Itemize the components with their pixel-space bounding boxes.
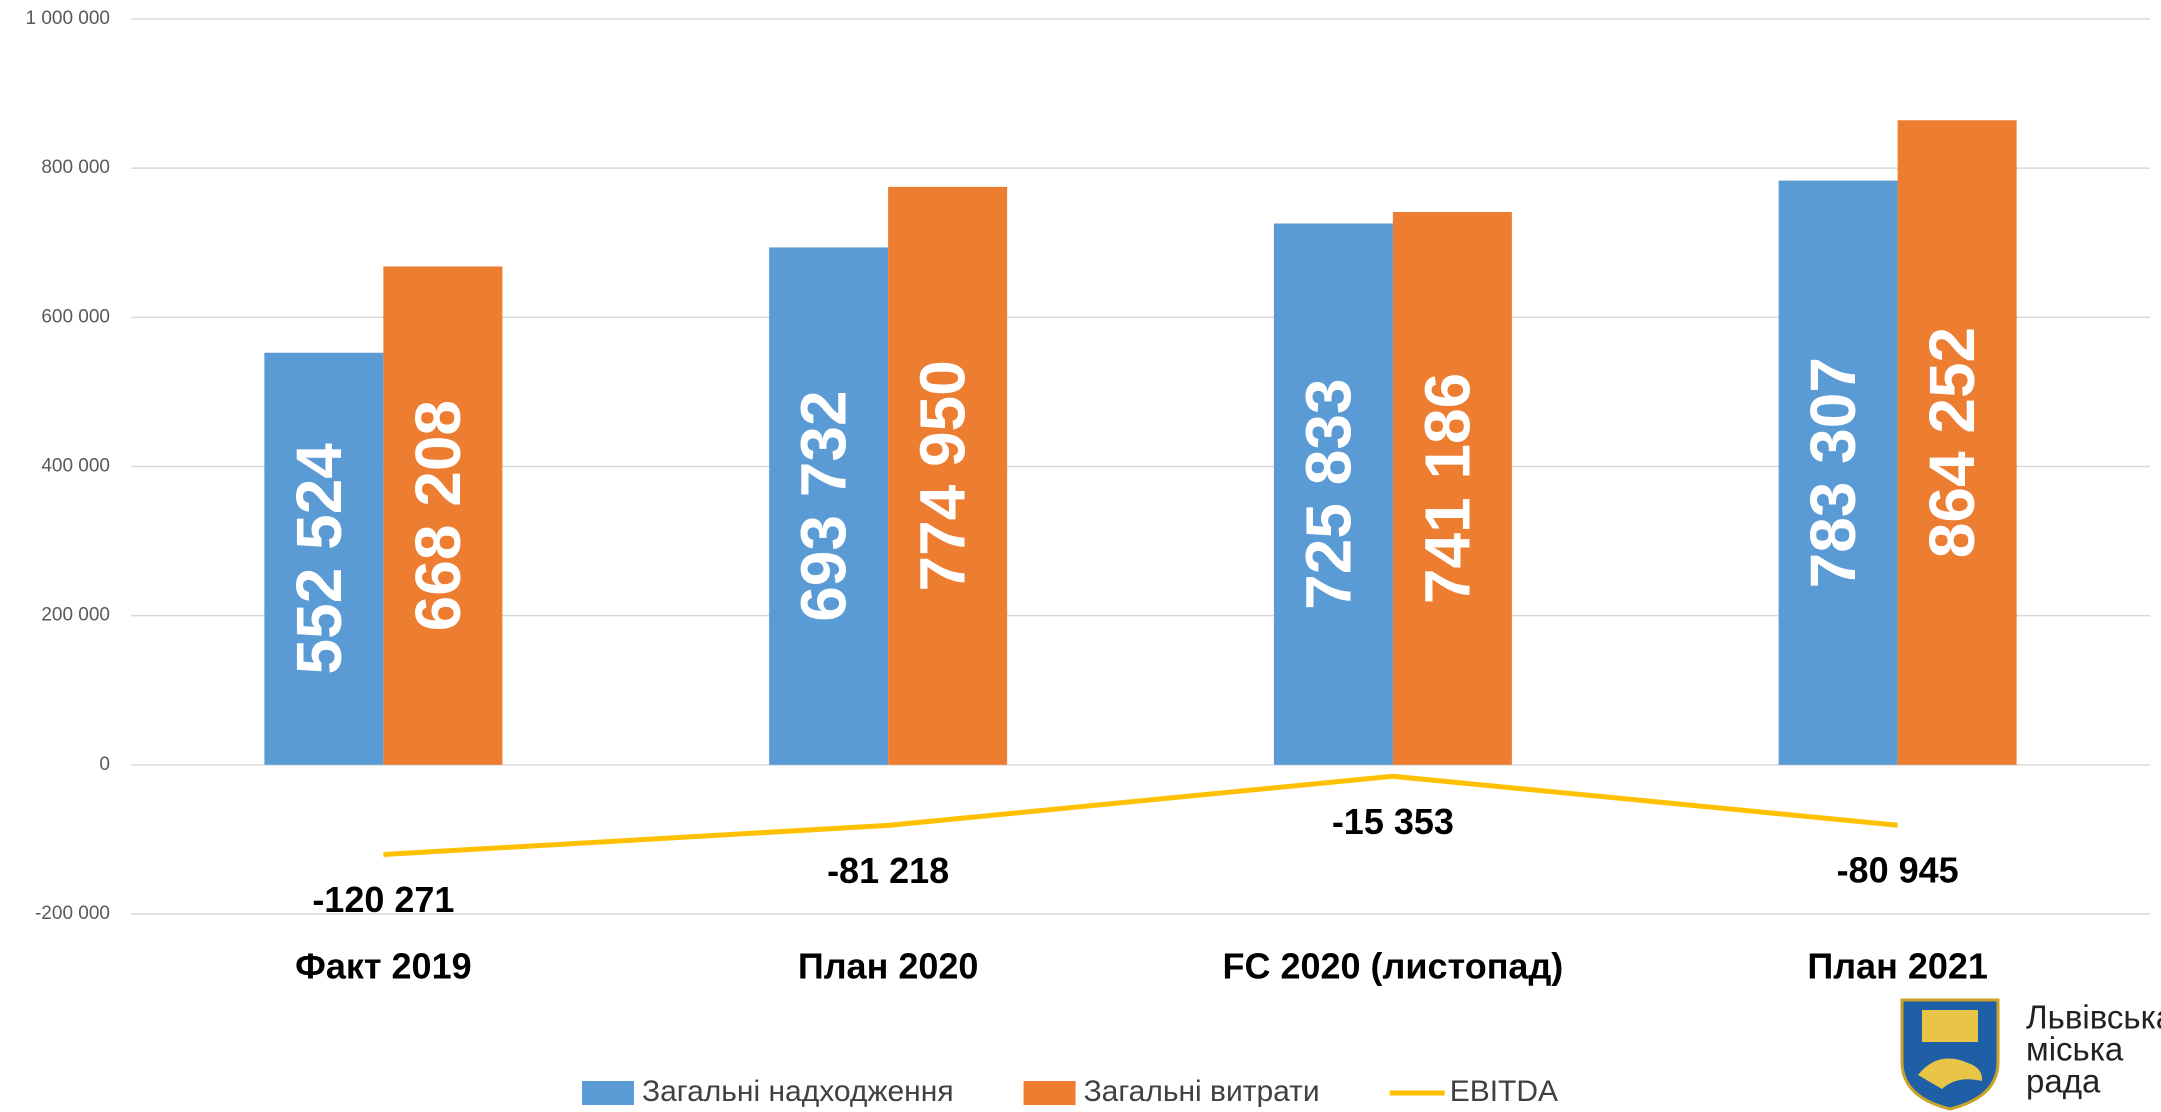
y-tick-label: -200 000	[35, 903, 110, 924]
bar	[264, 352, 384, 765]
legend-label: Загальні надходження	[642, 1075, 954, 1108]
y-tick-label: 0	[99, 754, 110, 775]
bar	[769, 247, 889, 765]
bar-value-label: 668 208	[402, 400, 474, 631]
x-tick-label: Факт 2019	[295, 946, 471, 987]
bar-value-label: 693 732	[788, 390, 860, 621]
bar-value-label: 725 833	[1292, 378, 1364, 609]
logo-text: міська	[2026, 1031, 2124, 1068]
y-tick-label: 800 000	[41, 157, 110, 178]
y-tick-label: 600 000	[41, 306, 110, 327]
bar	[1897, 120, 2017, 765]
y-tick-label: 1 000 000	[25, 8, 110, 29]
bar	[1778, 180, 1898, 765]
line-value-label: -15 353	[1332, 801, 1454, 842]
x-tick-label: План 2020	[798, 946, 979, 987]
bar	[888, 186, 1008, 765]
legend-label: Загальні витрати	[1084, 1075, 1320, 1108]
bar-value-label: 552 524	[283, 443, 355, 675]
logo-text: Львівська	[2026, 999, 2161, 1036]
legend: Загальні надходження Загальні витрати EBIT…	[582, 1075, 1558, 1108]
y-tick-label: 200 000	[41, 605, 110, 626]
bar-value-label: 783 307	[1797, 357, 1869, 588]
legend-label: EBITDA	[1450, 1075, 1558, 1108]
line	[383, 773, 1898, 858]
line-value-label: -80 945	[1837, 850, 1959, 891]
logo-lion	[1918, 1058, 1983, 1089]
logo-tower	[1922, 1010, 1978, 1042]
legend-swatch	[1023, 1081, 1076, 1105]
bar-value-label: 774 950	[907, 360, 979, 591]
logo-text: рада	[2026, 1063, 2101, 1100]
bar	[1273, 223, 1393, 765]
bar	[1392, 212, 1512, 765]
line-value-label: -120 271	[312, 879, 454, 920]
line-value-label: -81 218	[827, 850, 949, 891]
bar-value-label: 741 186	[1411, 373, 1483, 604]
x-tick-label: FC 2020 (листопад)	[1222, 946, 1563, 987]
bar-value-label: 864 252	[1916, 327, 1988, 558]
legend-swatch	[582, 1081, 634, 1105]
bar	[383, 266, 503, 765]
y-tick-label: 400 000	[41, 456, 110, 477]
x-tick-label: План 2021	[1807, 946, 1988, 987]
